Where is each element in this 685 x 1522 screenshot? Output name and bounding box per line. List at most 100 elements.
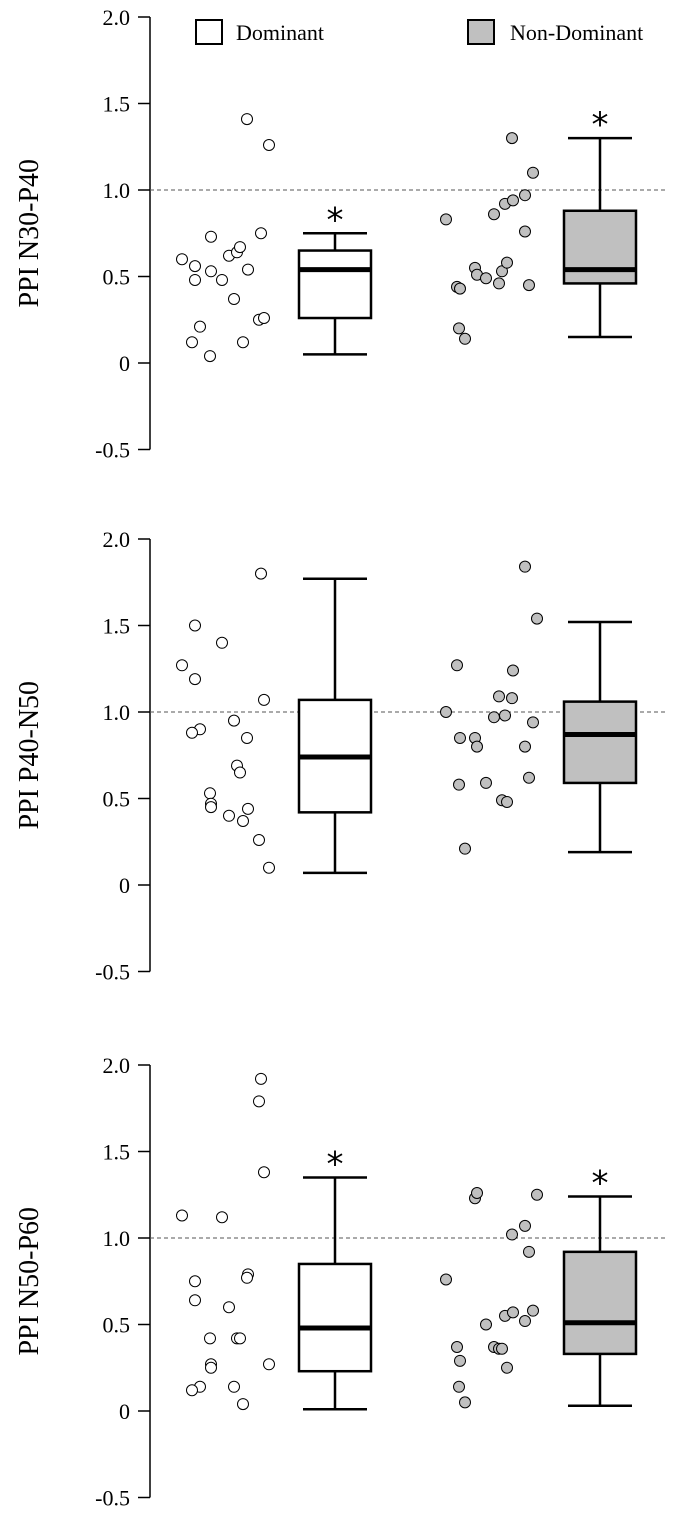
data-point [263,1358,275,1371]
data-point [531,612,543,625]
data-point [451,1340,463,1353]
data-point [234,1332,246,1345]
data-point [242,263,254,276]
data-point [480,272,492,285]
series-dominant: * [176,113,373,363]
significance-marker: * [592,105,609,145]
data-point [523,771,535,784]
data-point [507,664,519,677]
y-tick-label: 0 [119,351,130,376]
panel-3: 2.0 1.5 1.0 0.5 0 -0.5 PPI N50-P60 * * [14,1053,668,1511]
data-point [194,320,206,333]
data-point [440,213,452,226]
panel-1: 2.0 1.5 1.0 0.5 0 -0.5 PPI N30-P40 * * [14,5,668,463]
data-point [216,273,228,286]
y-tick-label: 0.5 [103,787,131,812]
data-point [223,809,235,822]
significance-marker: * [592,1163,609,1203]
data-point [471,1187,483,1200]
y-tick-label: 2.0 [103,527,131,552]
y-tick-label: 0 [119,1399,130,1424]
y-tick-label: -0.5 [95,1486,130,1511]
data-point [205,230,217,243]
data-point [204,350,216,363]
legend-swatch-dominant [195,19,223,45]
data-point [519,560,531,573]
data-point [228,292,240,305]
data-point [480,776,492,789]
panels: 2.0 1.5 1.0 0.5 0 -0.5 PPI N30-P40 * * 2.0 1.5 1.0 0… [14,5,668,1511]
y-tick-label: -0.5 [95,438,130,463]
data-point [237,336,249,349]
data-point [189,260,201,273]
data-point [453,778,465,791]
data-point [255,1072,267,1085]
y-axis-label: PPI P40-N50 [14,681,45,830]
y-tick-label: 0.5 [103,1313,131,1338]
y-tick-label: 2.0 [103,5,131,30]
data-point [523,1245,535,1258]
data-point [237,814,249,827]
data-point [176,1209,188,1222]
box-iqr [562,209,638,285]
box-iqr [297,249,373,320]
box-iqr [297,1262,373,1373]
data-point [471,740,483,753]
y-tick-label: 1.0 [103,1226,131,1251]
data-point [519,225,531,238]
panel-2: 2.0 1.5 1.0 0.5 0 -0.5 PPI P40-N50 [14,527,668,985]
y-tick-label: 1.5 [103,1140,131,1165]
data-point [527,1304,539,1317]
data-point [527,716,539,729]
box-iqr [562,1250,638,1356]
data-point [237,1398,249,1411]
y-tick-label: 0.5 [103,265,131,290]
data-point [506,692,518,705]
y-tick-label: 1.5 [103,614,131,639]
data-point [501,1361,513,1374]
data-point [263,861,275,874]
data-point [480,1318,492,1331]
series-nondominant [440,560,638,855]
y-tick-label: 1.5 [103,92,131,117]
data-point [216,636,228,649]
legend-swatch-nondominant [467,19,495,45]
data-point [496,1342,508,1355]
data-point [234,766,246,779]
data-point [527,166,539,179]
data-point [519,189,531,202]
series-nondominant: * [440,105,638,345]
data-point [189,1294,201,1307]
data-point [186,726,198,739]
legend: Dominant Non-Dominant [195,19,643,45]
y-tick-label: -0.5 [95,960,130,985]
data-point [263,139,275,152]
data-point [255,567,267,580]
data-point [507,194,519,207]
data-point [519,740,531,753]
y-axis-label: PPI N50-P60 [14,1207,45,1356]
data-point [186,336,198,349]
y-tick-label: 0 [119,873,130,898]
data-point [189,619,201,632]
data-point [234,241,246,254]
data-point [451,659,463,672]
data-point [531,1188,543,1201]
significance-marker: * [327,200,344,240]
data-point [176,659,188,672]
data-point [506,132,518,145]
data-point [216,1211,228,1224]
series-dominant: * [176,1072,373,1411]
y-tick-label: 2.0 [103,1053,131,1078]
data-point [453,322,465,335]
data-point [493,690,505,703]
data-point [253,834,265,847]
data-point [228,714,240,727]
data-point [440,1273,452,1286]
legend-label-nondominant: Non-Dominant [510,20,643,45]
data-point [501,795,513,808]
data-point [459,332,471,345]
data-point [488,208,500,221]
data-point [176,253,188,266]
